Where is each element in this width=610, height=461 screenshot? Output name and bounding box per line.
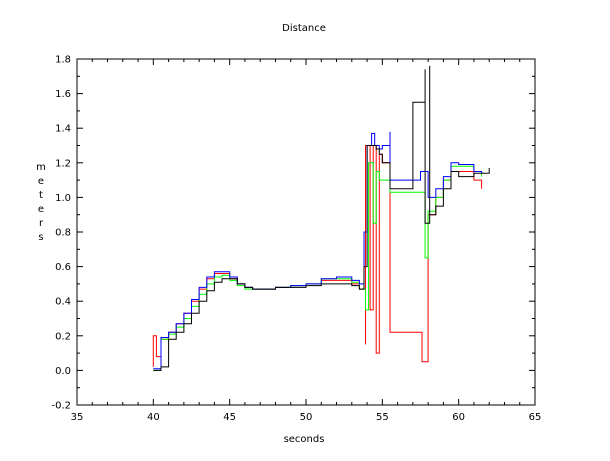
y-label-char: s (38, 232, 43, 243)
y-label-char: r (39, 218, 44, 229)
x-tick-label: 60 (452, 412, 465, 423)
x-tick-label: 65 (529, 412, 542, 423)
x-tick-label: 50 (300, 412, 313, 423)
y-label-char: t (39, 190, 43, 201)
series-line-2 (153, 131, 483, 370)
series-line-3 (153, 65, 490, 371)
y-tick-label: 0.2 (55, 331, 71, 342)
y-tick-label: 1.0 (55, 193, 71, 204)
x-tick-label: 35 (71, 412, 84, 423)
y-label-char: m (36, 162, 46, 173)
y-tick-label: 0.8 (55, 228, 71, 239)
chart-title: Distance (282, 23, 326, 34)
x-tick-label: 45 (223, 412, 236, 423)
x-tick-label: 40 (147, 412, 160, 423)
series-line-1 (153, 162, 483, 371)
y-tick-label: 0.4 (55, 297, 71, 308)
x-axis: 35 40 45 50 55 60 65 (71, 59, 542, 423)
x-tick-label: 55 (376, 412, 389, 423)
plot-frame (76, 58, 536, 406)
y-tick-label: 0.0 (55, 366, 71, 377)
y-axis: -0.2 0.0 0.2 0.4 0.6 0.8 1.0 1.2 1.4 1.6 1.8 (51, 55, 535, 412)
y-label-char: e (38, 204, 44, 215)
y-label-char: e (38, 176, 44, 187)
y-tick-label: 1.6 (55, 89, 71, 100)
y-tick-label: 1.2 (55, 158, 71, 169)
x-axis-label: seconds (284, 434, 325, 445)
y-tick-label: 1.4 (55, 124, 71, 135)
y-tick-label: -0.2 (51, 401, 71, 412)
y-tick-label: 0.6 (55, 262, 71, 273)
y-tick-label: 1.8 (55, 55, 71, 66)
series-line-0 (152, 145, 483, 367)
series-layer (152, 65, 490, 371)
